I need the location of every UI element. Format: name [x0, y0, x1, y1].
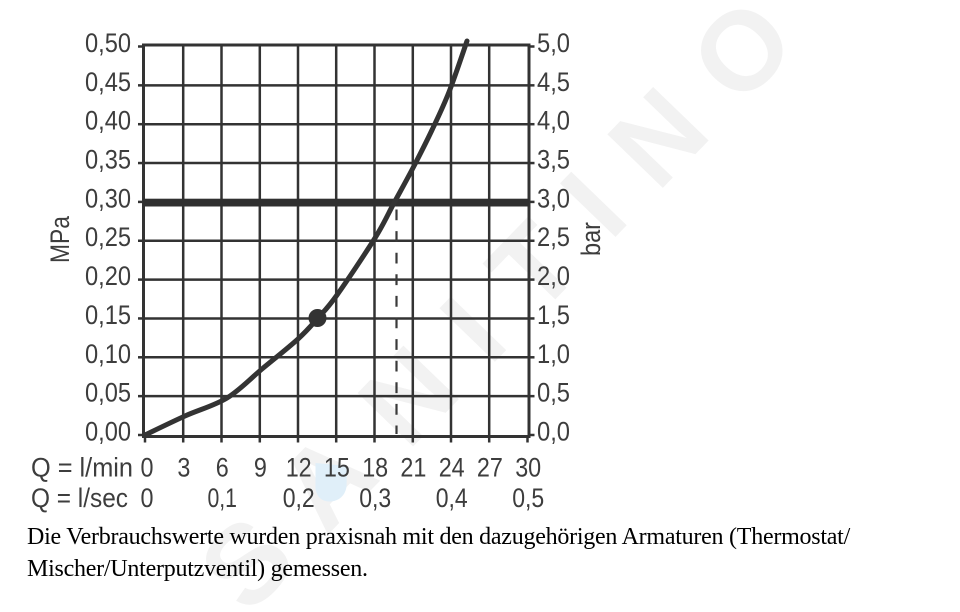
svg-text:MPa: MPa	[45, 216, 75, 263]
svg-text:27: 27	[477, 453, 503, 483]
svg-text:0,15: 0,15	[85, 300, 131, 330]
svg-text:0,1: 0,1	[207, 483, 237, 513]
svg-text:0,40: 0,40	[85, 106, 131, 136]
svg-text:0,3: 0,3	[359, 483, 391, 513]
svg-text:Q = l/sec: Q = l/sec	[31, 483, 128, 513]
svg-text:0,25: 0,25	[85, 222, 131, 252]
svg-text:0,2: 0,2	[283, 483, 315, 513]
svg-text:0,5: 0,5	[512, 483, 544, 513]
svg-text:1,0: 1,0	[537, 339, 570, 369]
svg-text:1,5: 1,5	[537, 300, 570, 330]
svg-text:18: 18	[362, 453, 388, 483]
svg-text:0,00: 0,00	[85, 417, 131, 447]
svg-text:3,5: 3,5	[537, 145, 570, 175]
svg-text:6: 6	[216, 453, 229, 483]
svg-text:0,0: 0,0	[537, 417, 570, 447]
svg-text:4,0: 4,0	[537, 106, 570, 136]
svg-text:15: 15	[324, 453, 350, 483]
svg-text:9: 9	[254, 453, 267, 483]
svg-text:bar: bar	[576, 222, 606, 256]
svg-text:Q = l/min: Q = l/min	[31, 453, 133, 483]
svg-text:0,20: 0,20	[85, 261, 131, 291]
svg-text:0,4: 0,4	[436, 483, 468, 513]
svg-text:24: 24	[439, 453, 465, 483]
svg-text:3,0: 3,0	[537, 183, 570, 213]
svg-text:3: 3	[177, 453, 190, 483]
svg-text:5,0: 5,0	[537, 28, 570, 58]
svg-text:0,10: 0,10	[85, 339, 131, 369]
svg-text:0,5: 0,5	[537, 378, 570, 408]
svg-text:0,45: 0,45	[85, 67, 131, 97]
svg-text:0,05: 0,05	[85, 378, 131, 408]
svg-text:0,50: 0,50	[85, 28, 131, 58]
svg-text:12: 12	[286, 453, 312, 483]
svg-text:21: 21	[400, 453, 426, 483]
svg-text:2,5: 2,5	[537, 222, 570, 252]
svg-text:2,0: 2,0	[537, 261, 570, 291]
svg-text:0,35: 0,35	[85, 145, 131, 175]
svg-text:0: 0	[141, 483, 154, 513]
svg-text:0: 0	[141, 453, 154, 483]
svg-text:4,5: 4,5	[537, 67, 570, 97]
svg-text:0,30: 0,30	[85, 183, 131, 213]
svg-text:30: 30	[515, 453, 541, 483]
